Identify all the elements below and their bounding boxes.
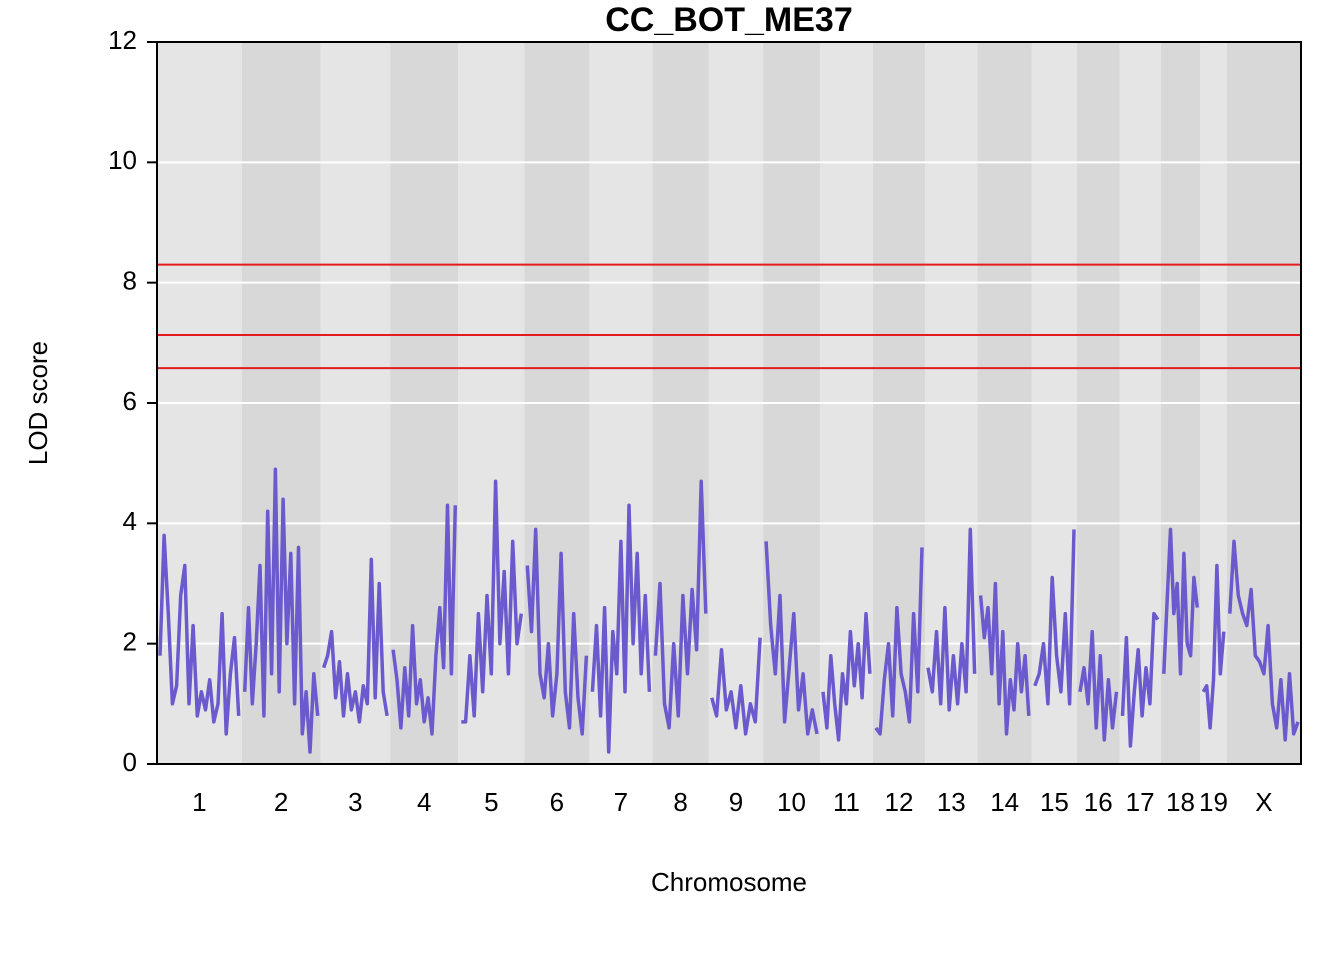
x-tick-label: 4 [417, 787, 431, 817]
x-tick-label: 16 [1084, 787, 1113, 817]
x-tick-label: 13 [937, 787, 966, 817]
x-tick-label: 18 [1166, 787, 1195, 817]
lod-curve [322, 557, 389, 724]
x-tick-label: 8 [673, 787, 687, 817]
lod-curve [821, 611, 872, 742]
x-tick-label: X [1255, 787, 1272, 817]
y-tick-label: 0 [123, 747, 137, 777]
x-tick-label: 17 [1126, 787, 1155, 817]
lod-curve [158, 533, 241, 736]
lod-curve [1078, 629, 1119, 742]
lod-curve [461, 479, 524, 724]
y-tick-label: 6 [123, 386, 137, 416]
x-tick-label: 11 [833, 787, 860, 817]
lod-curve [590, 503, 652, 754]
x-tick-label: 3 [348, 787, 362, 817]
chart-title: CC_BOT_ME37 [605, 1, 853, 39]
y-tick-label: 12 [108, 25, 137, 55]
lod-curve [926, 527, 977, 712]
lod-curve [978, 581, 1031, 736]
x-tick-label: 19 [1199, 787, 1228, 817]
lod-curve [653, 479, 708, 730]
x-tick-label: 2 [274, 787, 288, 817]
x-tick-label: 1 [192, 787, 206, 817]
x-tick-label: 14 [990, 787, 1019, 817]
y-tick-label: 8 [123, 266, 137, 296]
lod-curve [1201, 563, 1226, 730]
lod-curve [874, 547, 924, 736]
lod-curve [710, 637, 762, 736]
x-tick-label: 5 [484, 787, 498, 817]
x-tick-label: 15 [1040, 787, 1069, 817]
x-tick-label: 7 [614, 787, 628, 817]
lod-curve [1120, 611, 1160, 748]
lod-curve [525, 527, 589, 736]
lod-curve [242, 467, 320, 754]
x-tick-label: 12 [885, 787, 914, 817]
lod-curve [1033, 529, 1076, 706]
lod-curve [1162, 527, 1200, 676]
x-tick-label: 6 [550, 787, 564, 817]
lod-curve [764, 541, 819, 736]
y-tick-label: 4 [123, 506, 137, 536]
x-axis-title: Chromosome [651, 867, 807, 897]
x-tick-label: 10 [777, 787, 806, 817]
y-tick-label: 2 [123, 627, 137, 657]
lod-curve [1228, 539, 1300, 742]
x-tick-label: 9 [729, 787, 743, 817]
y-axis-title: LOD score [23, 341, 53, 465]
y-tick-label: 10 [108, 145, 137, 175]
lod-curve [391, 503, 458, 736]
